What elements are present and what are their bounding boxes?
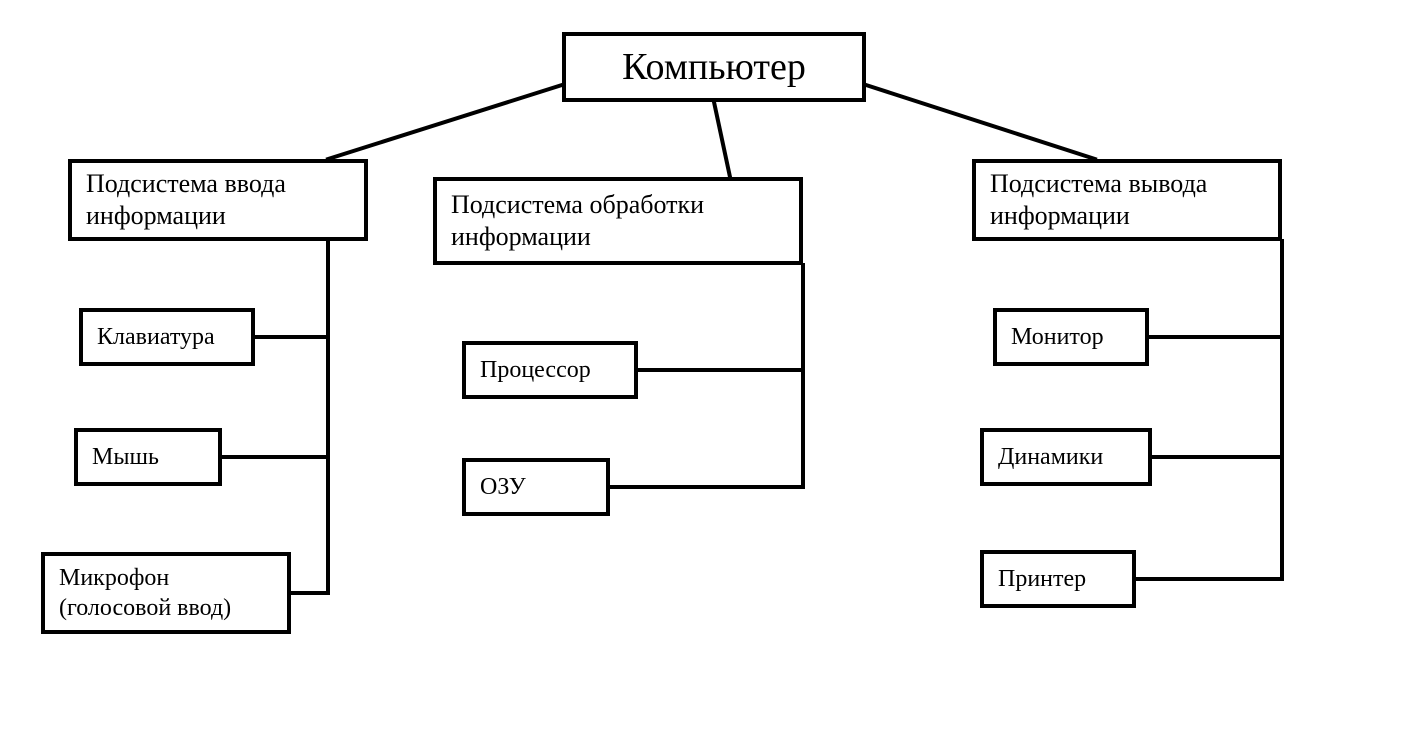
leaf-label: Монитор xyxy=(1011,322,1104,352)
diagram-connectors xyxy=(0,0,1428,754)
root-node-computer: Компьютер xyxy=(562,32,866,102)
root-label: Компьютер xyxy=(622,45,806,89)
leaf-node: Процессор xyxy=(462,341,638,399)
leaf-label: Процессор xyxy=(480,355,591,385)
subsystem-label: Подсистема обработки информации xyxy=(451,189,785,254)
subsystem-label: Подсистема ввода информации xyxy=(86,168,350,233)
leaf-label: ОЗУ xyxy=(480,472,526,502)
leaf-node: Клавиатура xyxy=(79,308,255,366)
subsystem-node-input: Подсистема ввода информации xyxy=(68,159,368,241)
leaf-label: Мышь xyxy=(92,442,159,472)
leaf-label: Клавиатура xyxy=(97,322,215,352)
subsystem-label: Подсистема вывода информации xyxy=(990,168,1264,233)
leaf-node: ОЗУ xyxy=(462,458,610,516)
leaf-node: Микрофон (голосовой ввод) xyxy=(41,552,291,634)
leaf-node: Принтер xyxy=(980,550,1136,608)
leaf-node: Монитор xyxy=(993,308,1149,366)
subsystem-node-output: Подсистема вывода информации xyxy=(972,159,1282,241)
leaf-label: Микрофон (голосовой ввод) xyxy=(59,563,273,623)
leaf-node: Мышь xyxy=(74,428,222,486)
leaf-label: Принтер xyxy=(998,564,1086,594)
leaf-node: Динамики xyxy=(980,428,1152,486)
leaf-label: Динамики xyxy=(998,442,1103,472)
subsystem-node-processing: Подсистема обработки информации xyxy=(433,177,803,265)
